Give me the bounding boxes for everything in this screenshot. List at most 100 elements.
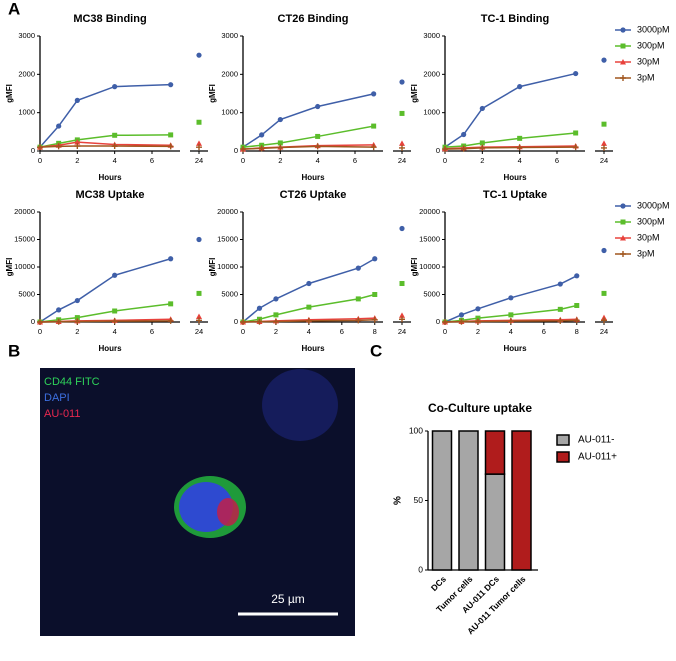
point xyxy=(168,256,174,262)
point xyxy=(458,318,465,325)
channel-label: DAPI xyxy=(44,392,70,404)
point xyxy=(399,312,405,318)
point xyxy=(55,143,62,150)
point xyxy=(196,313,202,319)
point xyxy=(601,57,607,63)
point xyxy=(508,295,514,301)
x-tick-label: 6 xyxy=(555,156,559,165)
chart-title: CT26 Uptake xyxy=(280,189,347,201)
point xyxy=(256,305,263,311)
y-tick-label: 2000 xyxy=(423,69,440,78)
point xyxy=(372,256,378,262)
x-tick-label: 6 xyxy=(340,327,344,336)
point xyxy=(277,116,283,123)
y-tick-label: 3000 xyxy=(423,31,440,40)
y-tick-label: 1000 xyxy=(423,108,440,117)
x-tick-label: 24 xyxy=(600,327,608,336)
y-tick-label: 0 xyxy=(31,317,35,326)
y-tick-label: 20000 xyxy=(14,207,35,216)
point xyxy=(573,70,579,77)
legend-swatch xyxy=(556,434,570,446)
point xyxy=(601,247,607,254)
x-tick-label: 0 xyxy=(38,156,42,165)
y-tick-label: 5000 xyxy=(423,289,440,298)
panel-label: C xyxy=(370,341,382,360)
y-tick-label: 20000 xyxy=(217,207,238,216)
point xyxy=(574,273,580,279)
chart-title: Co-Culture uptake xyxy=(428,401,532,415)
point xyxy=(168,301,174,307)
y-axis-label: gMFI xyxy=(5,258,14,277)
legend-label: AU-011- xyxy=(578,435,615,446)
point xyxy=(399,110,405,116)
x-tick-label: 24 xyxy=(600,156,608,165)
point xyxy=(306,280,312,287)
point xyxy=(196,317,202,324)
x-tick-label: 0 xyxy=(241,156,245,165)
x-tick-label: 6 xyxy=(353,156,357,165)
legend-label: 3pM xyxy=(637,248,655,258)
point xyxy=(196,236,202,243)
point xyxy=(111,318,118,325)
point xyxy=(601,121,607,127)
point xyxy=(516,144,523,151)
x-tick-label: 2 xyxy=(278,156,282,165)
y-axis-label: gMFI xyxy=(5,84,14,103)
y-tick-label: 15000 xyxy=(14,234,35,243)
series-line xyxy=(444,275,578,323)
point xyxy=(620,75,626,81)
legend-swatch xyxy=(556,451,570,463)
point xyxy=(167,317,174,324)
point xyxy=(273,296,279,302)
point xyxy=(167,143,174,150)
point xyxy=(259,132,265,138)
point xyxy=(620,251,626,257)
x-tick-label: 0 xyxy=(241,327,245,336)
x-tick-label: 6 xyxy=(542,327,546,336)
y-tick-label: 1000 xyxy=(221,108,238,117)
point xyxy=(517,135,523,141)
y-axis-label: gMFI xyxy=(208,258,217,277)
point xyxy=(557,281,563,287)
legend-label: 30pM xyxy=(637,232,660,242)
point xyxy=(474,318,481,325)
legend-label: 30pM xyxy=(637,56,660,66)
bar-segment xyxy=(458,430,479,571)
y-tick-label: 10000 xyxy=(14,262,35,271)
x-tick-label: 6 xyxy=(150,156,154,165)
x-tick-label: 24 xyxy=(195,156,203,165)
x-tick-label: 24 xyxy=(398,156,406,165)
y-axis-label: gMFI xyxy=(410,84,419,103)
x-tick-label: 2 xyxy=(75,156,79,165)
point xyxy=(56,307,62,313)
x-tick-label: 0 xyxy=(443,327,447,336)
x-axis-label: Hours xyxy=(503,344,527,353)
point xyxy=(112,132,118,138)
point xyxy=(306,304,312,310)
legend-label: AU-011+ xyxy=(578,452,617,463)
x-axis-label: Hours xyxy=(503,173,527,182)
x-tick-label: 8 xyxy=(373,327,377,336)
point xyxy=(196,290,202,296)
point xyxy=(620,235,626,241)
y-tick-label: 15000 xyxy=(419,234,440,243)
point xyxy=(111,143,118,150)
x-tick-label: 6 xyxy=(150,327,154,336)
point xyxy=(240,146,246,153)
point xyxy=(458,312,465,318)
scale-bar-label: 25 µm xyxy=(271,592,305,606)
y-tick-label: 0 xyxy=(418,564,423,574)
y-tick-label: 0 xyxy=(234,317,238,326)
point xyxy=(479,144,486,151)
x-tick-label: 4 xyxy=(307,327,311,336)
point xyxy=(112,84,118,90)
channel-label: CD44 FITC xyxy=(44,376,100,388)
x-tick-label: 2 xyxy=(476,327,480,336)
point xyxy=(372,292,378,297)
point xyxy=(74,318,81,325)
point xyxy=(371,91,377,97)
legend-label: 3000pM xyxy=(637,24,670,34)
point xyxy=(442,146,448,153)
point xyxy=(355,317,362,324)
legend-label: 3000pM xyxy=(637,200,670,210)
